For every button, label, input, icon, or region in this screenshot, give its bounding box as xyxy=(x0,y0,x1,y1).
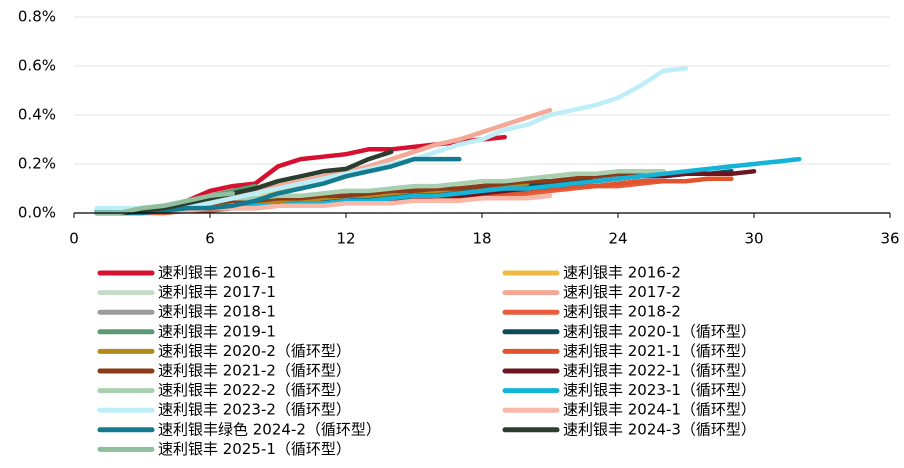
x-tick-label: 6 xyxy=(205,230,215,248)
legend-label: 速利银丰 2022-2（循环型） xyxy=(158,381,351,399)
legend-label: 速利银丰 2023-2（循环型） xyxy=(158,401,351,419)
legend-label: 速利银丰 2024-3（循环型） xyxy=(563,420,756,438)
x-tick-label: 12 xyxy=(336,230,355,248)
legend-label: 速利银丰 2018-1 xyxy=(158,303,276,321)
y-tick-label: 0.6% xyxy=(18,57,56,75)
y-tick-label: 0.0% xyxy=(18,204,56,222)
x-tick-label: 36 xyxy=(880,230,899,248)
legend-label: 速利银丰 2022-1（循环型） xyxy=(563,362,756,380)
legend-label: 速利银丰 2020-1（循环型） xyxy=(563,322,756,340)
y-tick-label: 0.2% xyxy=(18,155,56,173)
series-line xyxy=(94,156,462,216)
x-tick-label: 24 xyxy=(608,230,627,248)
x-tick-label: 0 xyxy=(69,230,79,248)
legend-label: 速利银丰 2023-1（循环型） xyxy=(563,381,756,399)
legend-label: 速利银丰 2019-1 xyxy=(158,322,276,340)
legend-label: 速利银丰 2017-1 xyxy=(158,283,276,301)
legend-label: 速利银丰 2016-1 xyxy=(158,264,276,282)
series-line xyxy=(94,149,394,216)
series-line xyxy=(94,66,689,211)
legend-label: 速利银丰 2025-1（循环型） xyxy=(158,440,351,458)
legend-label: 速利银丰 2018-2 xyxy=(563,303,681,321)
legend-label: 速利银丰 2017-2 xyxy=(563,283,681,301)
y-tick-label: 0.8% xyxy=(18,8,56,26)
y-tick-label: 0.4% xyxy=(18,106,56,124)
x-tick-label: 30 xyxy=(744,230,763,248)
legend-label: 速利银丰 2016-2 xyxy=(563,264,681,282)
legend-label: 速利银丰 2021-1（循环型） xyxy=(563,342,756,360)
legend-label: 速利银丰绿色 2024-2（循环型） xyxy=(158,420,381,438)
legend-label: 速利银丰 2020-2（循环型） xyxy=(158,342,351,360)
legend-label: 速利银丰 2024-1（循环型） xyxy=(563,401,756,419)
x-tick-label: 18 xyxy=(472,230,491,248)
legend-label: 速利银丰 2021-2（循环型） xyxy=(158,362,351,380)
